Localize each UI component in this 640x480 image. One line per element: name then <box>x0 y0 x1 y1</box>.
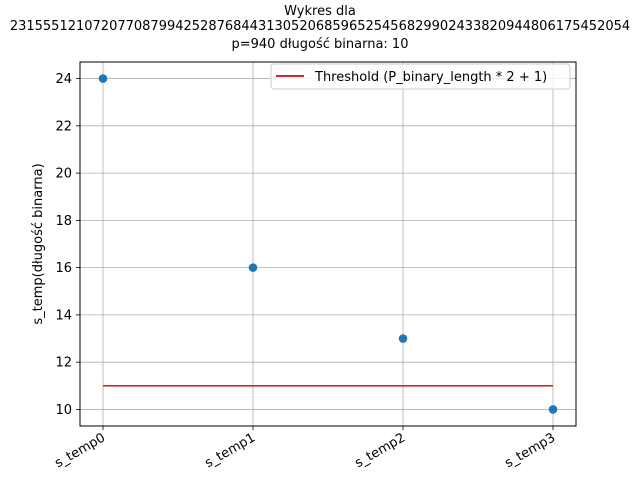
data-point <box>98 74 108 83</box>
chart-title-line-1: Wykres dla <box>284 4 356 19</box>
y-tick-label: 20 <box>55 167 72 182</box>
y-tick-label: 16 <box>55 261 72 276</box>
y-axis-ticks: 10 12 14 16 18 20 22 24 <box>55 72 80 418</box>
y-axis-label: s_temp(długość binarna) <box>31 163 46 324</box>
y-tick-label: 24 <box>55 72 72 87</box>
x-tick-label: s_temp3 <box>502 430 558 471</box>
data-point <box>548 405 558 414</box>
chart-title-line-2: 2315551210720770879942528768443130520685… <box>9 19 631 34</box>
y-tick-label: 18 <box>55 214 72 229</box>
x-axis-ticks: s_temp0 s_temp1 s_temp2 s_temp3 <box>52 426 558 471</box>
x-tick-label: s_temp1 <box>202 430 258 471</box>
legend-threshold-label: Threshold (P_binary_length * 2 + 1) <box>314 70 547 85</box>
y-tick-label: 14 <box>55 308 72 323</box>
y-tick-label: 22 <box>55 119 72 134</box>
plot-frame <box>79 61 577 427</box>
x-tick-label: s_temp0 <box>52 430 108 471</box>
x-tick-label: s_temp2 <box>352 430 408 471</box>
legend: Threshold (P_binary_length * 2 + 1) <box>270 63 571 90</box>
points-layer <box>98 74 558 414</box>
data-point <box>398 334 408 343</box>
grid <box>80 62 576 426</box>
y-tick-label: 12 <box>55 356 72 371</box>
data-point <box>248 263 258 272</box>
chart-title-line-3: p=940 długość binarna: 10 <box>231 37 409 52</box>
legend-box <box>270 63 571 90</box>
y-tick-label: 10 <box>55 403 72 418</box>
